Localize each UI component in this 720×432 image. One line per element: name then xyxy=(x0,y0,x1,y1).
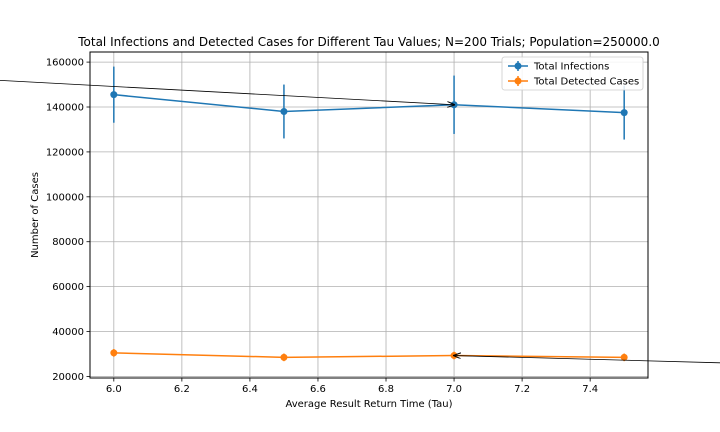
y-axis-label: Number of Cases xyxy=(30,172,41,258)
x-axis-label: Average Result Return Time (Tau) xyxy=(285,399,452,410)
x-tick-label: 6.2 xyxy=(174,384,190,395)
series-line xyxy=(113,352,625,359)
data-point xyxy=(620,109,628,117)
annotation-arrow xyxy=(0,79,454,105)
legend-label: Total Infections xyxy=(533,62,609,73)
legend-label: Total Detected Cases xyxy=(533,77,639,88)
y-tick-label: 20000 xyxy=(52,372,84,383)
grid xyxy=(90,52,648,378)
y-tick-label: 140000 xyxy=(46,103,84,114)
y-tick-label: 80000 xyxy=(52,237,84,248)
y-tick-label: 120000 xyxy=(46,147,84,158)
plot-frame xyxy=(89,51,649,379)
x-tick-label: 6.8 xyxy=(378,384,394,395)
legend-entry: Total Detected Cases xyxy=(508,76,639,88)
data-point xyxy=(620,353,628,361)
x-tick-label: 7.0 xyxy=(446,384,462,395)
legend: Total Infections Total Detected Cases xyxy=(501,56,644,91)
x-tick-label: 6.6 xyxy=(310,384,326,395)
legend-marker xyxy=(514,77,522,85)
x-tick-label: 7.2 xyxy=(514,384,530,395)
x-tick-label: 7.4 xyxy=(582,384,598,395)
data-point xyxy=(280,353,288,361)
data-point xyxy=(110,91,118,99)
legend-marker xyxy=(514,62,522,70)
annotations xyxy=(0,79,720,364)
axis-ticks: 6.0 6.2 6.4 6.6 6.8 7.0 7.2 7.4 20000 40000 60000 8… xyxy=(46,58,598,395)
data-point xyxy=(110,349,118,357)
y-tick-label: 40000 xyxy=(52,327,84,338)
x-tick-label: 6.4 xyxy=(242,384,258,395)
legend-box xyxy=(501,56,644,91)
series-line xyxy=(113,93,625,114)
y-tick-label: 100000 xyxy=(46,192,84,203)
data-series xyxy=(110,66,628,362)
y-tick-label: 160000 xyxy=(46,58,84,69)
chart-title: Total Infections and Detected Cases for … xyxy=(77,35,660,49)
x-tick-label: 6.0 xyxy=(106,384,122,395)
data-point xyxy=(280,107,288,115)
y-tick-label: 60000 xyxy=(52,282,84,293)
series-1 xyxy=(110,66,628,140)
legend-entry: Total Infections xyxy=(508,61,609,73)
annotation-arrow xyxy=(454,356,720,364)
